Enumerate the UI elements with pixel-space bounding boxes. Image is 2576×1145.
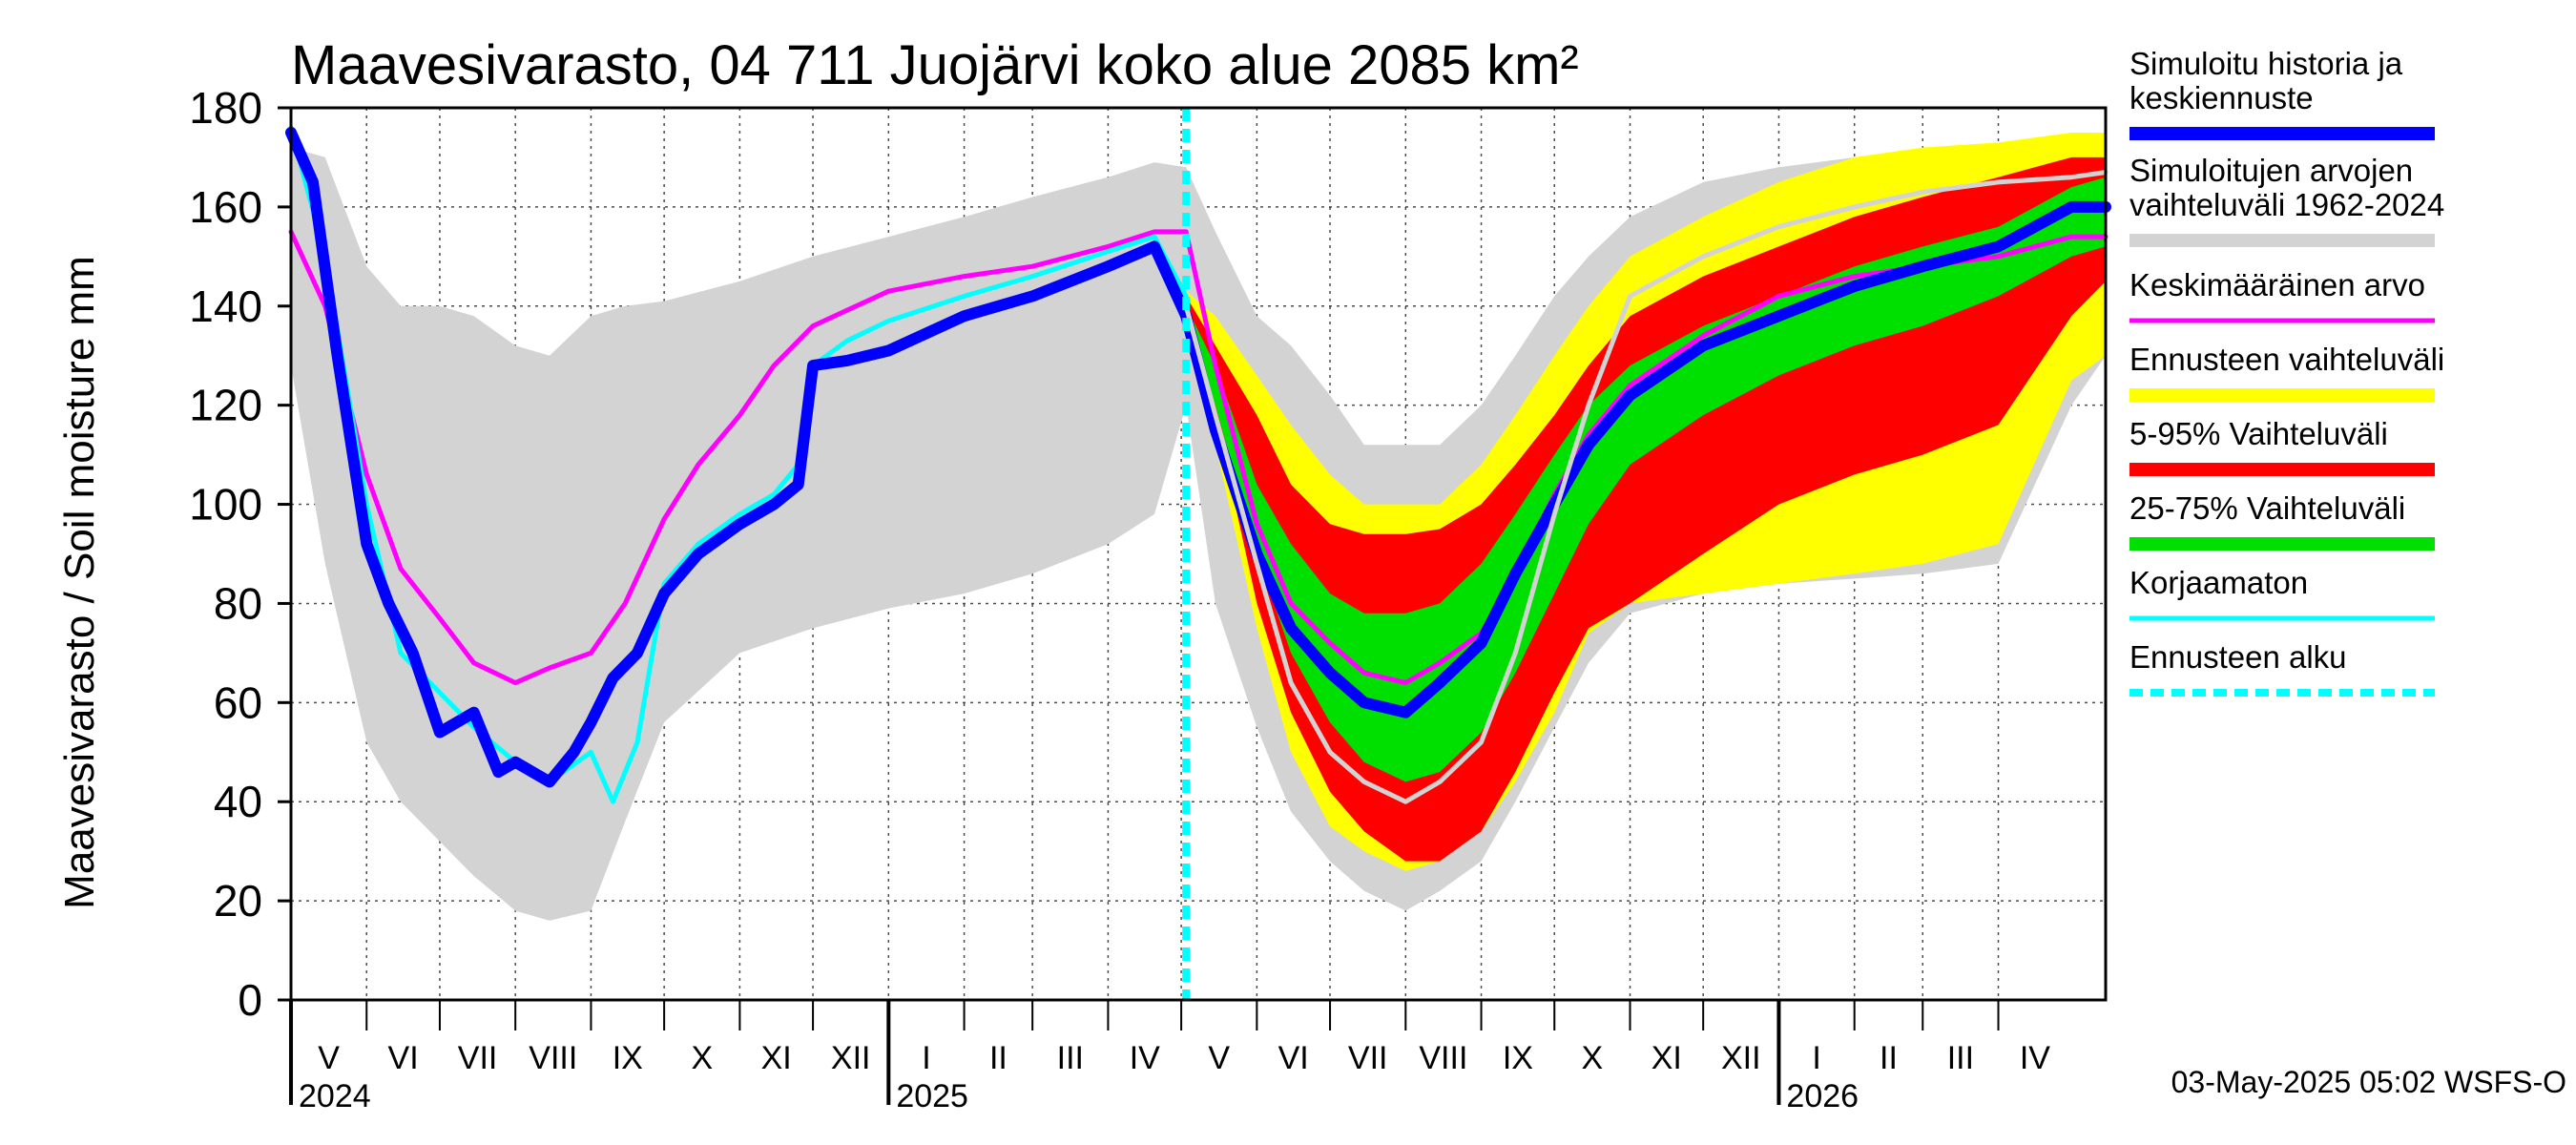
legend-label-line: Ennusteen alku <box>2129 639 2347 675</box>
year-label: 2025 <box>896 1078 968 1114</box>
legend-label: Keskimääräinen arvo <box>2129 267 2425 302</box>
y-tick-label: 180 <box>189 83 262 133</box>
legend-item: Ennusteen alku <box>2129 639 2435 697</box>
legend-label-line: 25-75% Vaihteluväli <box>2129 490 2405 526</box>
y-axis-label: Maavesivarasto / Soil moisture mm <box>56 256 103 909</box>
month-label: V <box>1208 1040 1230 1076</box>
month-label: XI <box>761 1040 792 1076</box>
legend-item: Simuloitujen arvojen vaihteluväli 1962-20… <box>2129 153 2444 247</box>
month-label: VI <box>388 1040 419 1076</box>
x-axis-months: V VI VII VIII IX X XI XII I II III IV V VI VII VIII IX X X… <box>289 1000 2050 1114</box>
legend-label-line: Simuloitujen arvojen <box>2129 153 2413 188</box>
month-label: I <box>1812 1040 1820 1076</box>
legend-item: Ennusteen vaihteluväli <box>2129 342 2444 402</box>
y-tick-label: 0 <box>238 975 262 1025</box>
series-keskim-r-inen-arvo <box>288 229 2109 686</box>
legend-label: Ennusteen vaihteluväli <box>2129 342 2444 377</box>
month-label: IV <box>1130 1040 1160 1076</box>
month-label: III <box>1057 1040 1084 1076</box>
y-tick-label: 80 <box>214 578 262 628</box>
legend-label-line: vaihteluväli 1962-2024 <box>2129 187 2444 222</box>
legend-item: 5-95% Vaihteluväli <box>2129 416 2435 476</box>
band-25-75-vaihteluv-li <box>1186 177 2106 782</box>
series-korjaamaton <box>288 125 1189 804</box>
month-label: X <box>1582 1040 1604 1076</box>
legend-label: Simuloitu historia ja keskiennuste <box>2129 46 2403 115</box>
timestamp-label: 03-May-2025 05:02 WSFS-O <box>2171 1065 2566 1099</box>
legend-label: 25-75% Vaihteluväli <box>2129 490 2405 526</box>
month-label: XII <box>831 1040 871 1076</box>
month-label: V <box>318 1040 340 1076</box>
legend: Simuloitu historia ja keskiennusteSimuloi… <box>2129 46 2444 697</box>
month-label: XI <box>1652 1040 1682 1076</box>
legend-item: 25-75% Vaihteluväli <box>2129 490 2435 551</box>
month-label: VII <box>458 1040 498 1076</box>
month-label: VI <box>1278 1040 1309 1076</box>
month-label: III <box>1947 1040 1974 1076</box>
month-label: VIII <box>529 1040 577 1076</box>
legend-label-line: 5-95% Vaihteluväli <box>2129 416 2388 451</box>
legend-item: Simuloitu historia ja keskiennuste <box>2129 46 2435 140</box>
month-label: VII <box>1348 1040 1388 1076</box>
month-label: II <box>989 1040 1008 1076</box>
y-tick-label: 20 <box>214 876 262 926</box>
legend-label: Ennusteen alku <box>2129 639 2347 675</box>
month-label: X <box>691 1040 713 1076</box>
y-tick-label: 100 <box>189 480 262 530</box>
legend-label-line: keskiennuste <box>2129 80 2314 115</box>
range-bands <box>291 133 2106 921</box>
plot-frame <box>289 106 2108 1002</box>
month-label: VIII <box>1419 1040 1467 1076</box>
year-label: 2026 <box>1786 1078 1859 1114</box>
y-tick-label: 40 <box>214 777 262 826</box>
legend-label-line: Ennusteen vaihteluväli <box>2129 342 2444 377</box>
legend-label-line: Simuloitu historia ja <box>2129 46 2403 81</box>
series-simuloitu-historia-ja-keskiennuste <box>285 127 2111 788</box>
y-tick-label: 140 <box>189 281 262 331</box>
month-label: II <box>1880 1040 1898 1076</box>
year-label: 2024 <box>299 1078 371 1114</box>
legend-label-line: Korjaamaton <box>2129 565 2308 600</box>
legend-label-line: Keskimääräinen arvo <box>2129 267 2425 302</box>
legend-label: Simuloitujen arvojen vaihteluväli 1962-20… <box>2129 153 2444 222</box>
chart-title: Maavesivarasto, 04 711 Juojärvi koko alu… <box>291 34 1579 96</box>
month-label: I <box>922 1040 930 1076</box>
legend-item: Korjaamaton <box>2129 565 2435 621</box>
series-lines <box>285 125 2111 804</box>
month-label: IX <box>613 1040 643 1076</box>
month-label: IV <box>2020 1040 2050 1076</box>
y-axis-ticks: 0 20 40 60 80 100 120 140 160 180 <box>189 83 291 1025</box>
legend-item: Keskimääräinen arvo <box>2129 267 2435 323</box>
y-tick-label: 60 <box>214 677 262 727</box>
month-label: XII <box>1721 1040 1761 1076</box>
month-label: IX <box>1503 1040 1533 1076</box>
y-tick-label: 160 <box>189 182 262 232</box>
y-tick-label: 120 <box>189 381 262 430</box>
legend-label: 5-95% Vaihteluväli <box>2129 416 2388 451</box>
legend-label: Korjaamaton <box>2129 565 2308 600</box>
series-forecast-upper-reference <box>1183 170 2109 804</box>
